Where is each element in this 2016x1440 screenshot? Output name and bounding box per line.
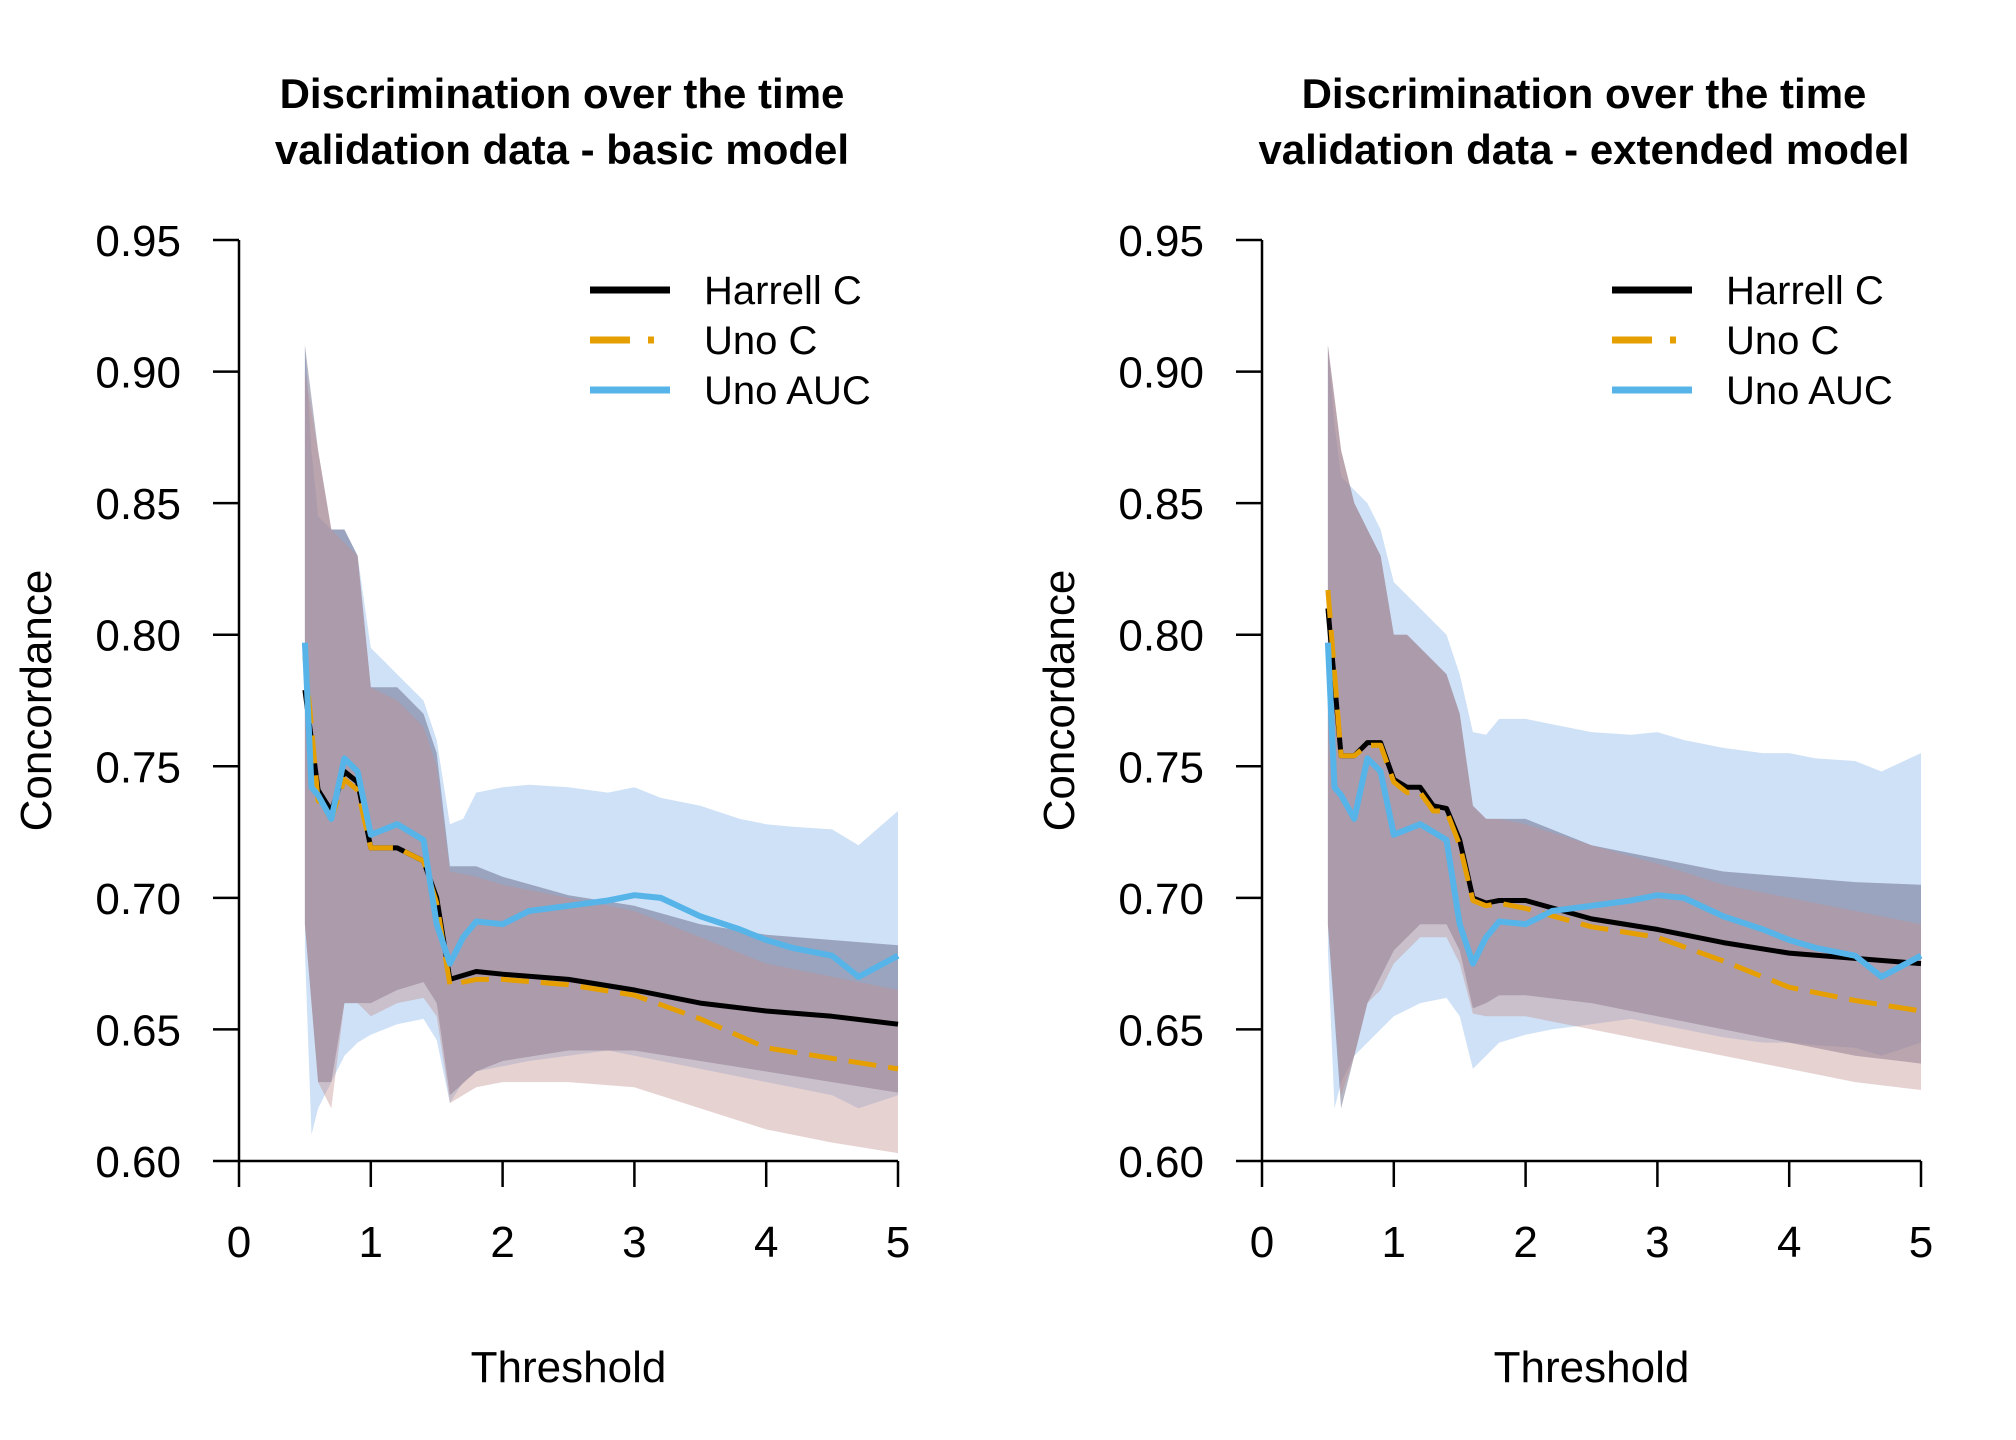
y-axis-label: Concordance [12,570,61,832]
legend-entry-label: Harrell C [704,269,862,313]
y-tick-label: 0.70 [95,875,181,924]
legend-entry-label: Harrell C [1726,269,1884,313]
x-tick-label: 2 [1513,1218,1537,1267]
y-tick-label: 0.80 [1118,612,1204,661]
legend-entry-label: Uno AUC [704,369,871,413]
y-tick-label: 0.85 [1118,480,1204,529]
x-tick-label: 4 [754,1218,778,1267]
chart-title-line: validation data - basic model [275,126,849,173]
y-tick-label: 0.60 [95,1138,181,1187]
x-tick-label: 4 [1777,1218,1801,1267]
y-tick-label: 0.65 [1118,1006,1204,1055]
x-tick-label: 3 [1645,1218,1669,1267]
y-tick-label: 0.80 [95,612,181,661]
right-chart-panel: Discrimination over the time validation d… [1035,70,1933,1392]
confidence-band-uno-auc [1327,345,1921,1109]
y-axis-label: Concordance [1035,570,1084,832]
series-line-uno-auc [1324,642,1923,980]
x-tick-label: 0 [1250,1218,1274,1267]
confidence-band-harrell-c [304,345,898,1096]
confidence-band-uno-c [1327,345,1921,1096]
x-tick-label: 5 [886,1218,910,1267]
x-tick-label: 2 [490,1218,514,1267]
legend-entry-label: Uno C [1726,319,1839,363]
chart-title-line: Discrimination over the time [280,70,845,117]
y-tick-label: 0.90 [95,349,181,398]
legend-entry-label: Uno AUC [1726,369,1893,413]
left-chart-panel: Discrimination over the time validation d… [12,70,910,1392]
x-tick-label: 3 [622,1218,646,1267]
chart-title-line: Discrimination over the time [1302,70,1867,117]
y-tick-label: 0.95 [1118,217,1204,266]
confidence-band-uno-auc [304,345,898,1135]
y-tick-label: 0.60 [1118,1138,1204,1187]
y-tick-label: 0.75 [95,743,181,792]
y-tick-label: 0.85 [95,480,181,529]
x-axis-label: Threshold [471,1343,667,1392]
legend-entry-label: Uno C [704,319,817,363]
y-tick-label: 0.70 [1118,875,1204,924]
series-line-uno-auc [301,642,900,980]
y-tick-label: 0.65 [95,1006,181,1055]
chart-title-line: validation data - extended model [1258,126,1909,173]
x-tick-label: 0 [227,1218,251,1267]
y-tick-label: 0.90 [1118,349,1204,398]
x-tick-label: 1 [1382,1218,1406,1267]
y-tick-label: 0.95 [95,217,181,266]
confidence-band-harrell-c [1327,345,1921,1109]
x-tick-label: 1 [359,1218,383,1267]
series-line-uno-c [1325,589,1922,1014]
x-axis-label: Threshold [1494,1343,1690,1392]
x-tick-label: 5 [1909,1218,1933,1267]
y-tick-label: 0.75 [1118,743,1204,792]
